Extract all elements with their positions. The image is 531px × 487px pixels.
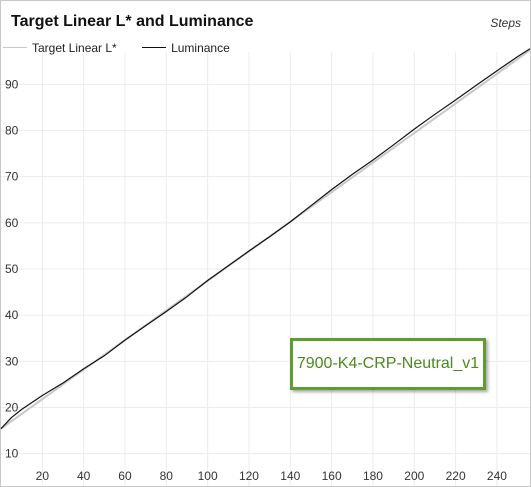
y-tick-label: 20: [5, 401, 19, 415]
legend-swatch-luminance: [142, 47, 167, 48]
series-line-luminance: [0, 48, 531, 430]
x-tick-label: 80: [160, 469, 174, 483]
x-tick-label: 60: [118, 469, 132, 483]
x-tick-label: 180: [363, 469, 383, 483]
y-axis-ticks: 10 20 30 40 50 60 70 80 90: [5, 77, 19, 460]
legend-item-target: Target Linear L*: [3, 41, 117, 55]
x-tick-label: 160: [322, 469, 342, 483]
x-tick-label: 200: [404, 469, 424, 483]
x-tick-label: 100: [198, 469, 218, 483]
grid: [1, 52, 530, 486]
y-tick-label: 60: [5, 216, 19, 230]
legend-swatch-target: [3, 47, 27, 48]
chart-title: Target Linear L* and Luminance: [11, 13, 254, 30]
profile-label: 7900-K4-CRP-Neutral_v1: [296, 355, 480, 372]
legend-item-luminance: Luminance: [142, 41, 230, 55]
profile-label-box: 7900-K4-CRP-Neutral_v1: [290, 338, 486, 390]
steps-label: Steps: [490, 16, 521, 30]
y-tick-label: 90: [5, 77, 19, 91]
x-tick-label: 20: [36, 469, 50, 483]
x-tick-label: 120: [239, 469, 259, 483]
series-layer: [0, 48, 531, 430]
x-tick-label: 220: [446, 469, 466, 483]
x-tick-label: 140: [280, 469, 300, 483]
legend-label-luminance: Luminance: [171, 40, 230, 55]
x-tick-label: 40: [77, 469, 91, 483]
y-tick-label: 10: [5, 447, 19, 461]
legend: Target Linear L* Luminance: [3, 37, 252, 55]
y-tick-label: 50: [5, 262, 19, 276]
x-axis-ticks: 20 40 60 80 100 120 140 160 180 200 220 240: [36, 469, 508, 483]
y-tick-label: 30: [5, 354, 19, 368]
y-tick-label: 80: [5, 123, 19, 137]
x-tick-label: 240: [487, 469, 507, 483]
y-tick-label: 70: [5, 170, 19, 184]
legend-label-target: Target Linear L*: [32, 40, 117, 55]
y-tick-label: 40: [5, 308, 19, 322]
